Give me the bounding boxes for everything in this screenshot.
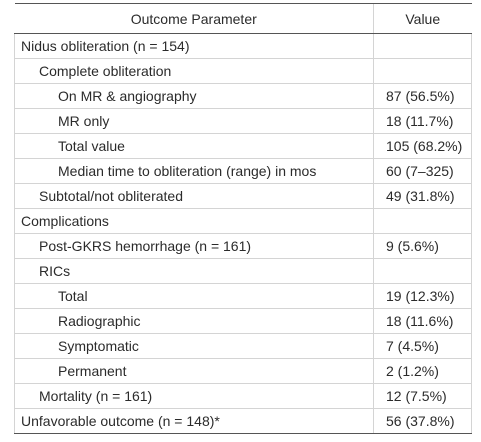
table-row: Total value 105 (68.2%)	[14, 133, 472, 159]
value-cell: 12 (7.5%)	[373, 383, 472, 409]
value-cell: 87 (56.5%)	[373, 83, 472, 109]
value-cell: 105 (68.2%)	[373, 133, 472, 159]
table-row: Complications	[14, 208, 472, 234]
value-cell: 60 (7–325)	[373, 158, 472, 184]
value-cell	[373, 33, 472, 59]
table-row: Permanent 2 (1.2%)	[14, 358, 472, 384]
value-cell: 56 (37.8%)	[373, 408, 472, 434]
header-cell: Value	[373, 3, 472, 34]
value-cell	[373, 258, 472, 284]
parameter-cell: Permanent	[14, 358, 374, 384]
table-row: Symptomatic 7 (4.5%)	[14, 333, 472, 359]
table-row: Total 19 (12.3%)	[14, 283, 472, 309]
value-cell	[373, 208, 472, 234]
parameter-cell: Nidus obliteration (n = 154)	[14, 33, 374, 59]
parameter-cell: Symptomatic	[14, 333, 374, 359]
value-cell	[373, 58, 472, 84]
parameter-cell: Total value	[14, 133, 374, 159]
table-body: Nidus obliteration (n = 154) Complete obl…	[14, 33, 472, 434]
parameter-cell: RICs	[14, 258, 374, 284]
parameter-cell: Median time to obliteration (range) in m…	[14, 158, 374, 184]
table-row: Subtotal/not obliterated 49 (31.8%)	[14, 183, 472, 209]
value-cell: 2 (1.2%)	[373, 358, 472, 384]
table-row: On MR & angiography 87 (56.5%)	[14, 83, 472, 109]
value-cell: 7 (4.5%)	[373, 333, 472, 359]
header-row: Outcome Parameter Value	[14, 3, 472, 34]
table-row: Mortality (n = 161) 12 (7.5%)	[14, 383, 472, 409]
parameter-cell: Subtotal/not obliterated	[14, 183, 374, 209]
parameter-cell: On MR & angiography	[14, 83, 374, 109]
parameter-cell: Complete obliteration	[14, 58, 374, 84]
table-row: Post-GKRS hemorrhage (n = 161) 9 (5.6%)	[14, 233, 472, 259]
outcome-table: Outcome Parameter Value Nidus obliterati…	[14, 3, 472, 434]
table-row: Complete obliteration	[14, 58, 472, 84]
parameter-cell: Total	[14, 283, 374, 309]
parameter-cell: Complications	[14, 208, 374, 234]
table-row: Unfavorable outcome (n = 148)* 56 (37.8%)	[14, 408, 472, 434]
table-row: MR only 18 (11.7%)	[14, 108, 472, 134]
parameter-cell: Unfavorable outcome (n = 148)*	[14, 408, 374, 434]
value-cell: 49 (31.8%)	[373, 183, 472, 209]
value-cell: 9 (5.6%)	[373, 233, 472, 259]
parameter-cell: MR only	[14, 108, 374, 134]
value-cell: 18 (11.7%)	[373, 108, 472, 134]
value-cell: 18 (11.6%)	[373, 308, 472, 334]
table-row: Median time to obliteration (range) in m…	[14, 158, 472, 184]
value-cell: 19 (12.3%)	[373, 283, 472, 309]
parameter-cell: Mortality (n = 161)	[14, 383, 374, 409]
parameter-cell: Radiographic	[14, 308, 374, 334]
parameter-cell: Post-GKRS hemorrhage (n = 161)	[14, 233, 374, 259]
table-row: RICs	[14, 258, 472, 284]
table-row: Nidus obliteration (n = 154)	[14, 33, 472, 59]
header-cell: Outcome Parameter	[14, 3, 374, 34]
table-row: Radiographic 18 (11.6%)	[14, 308, 472, 334]
